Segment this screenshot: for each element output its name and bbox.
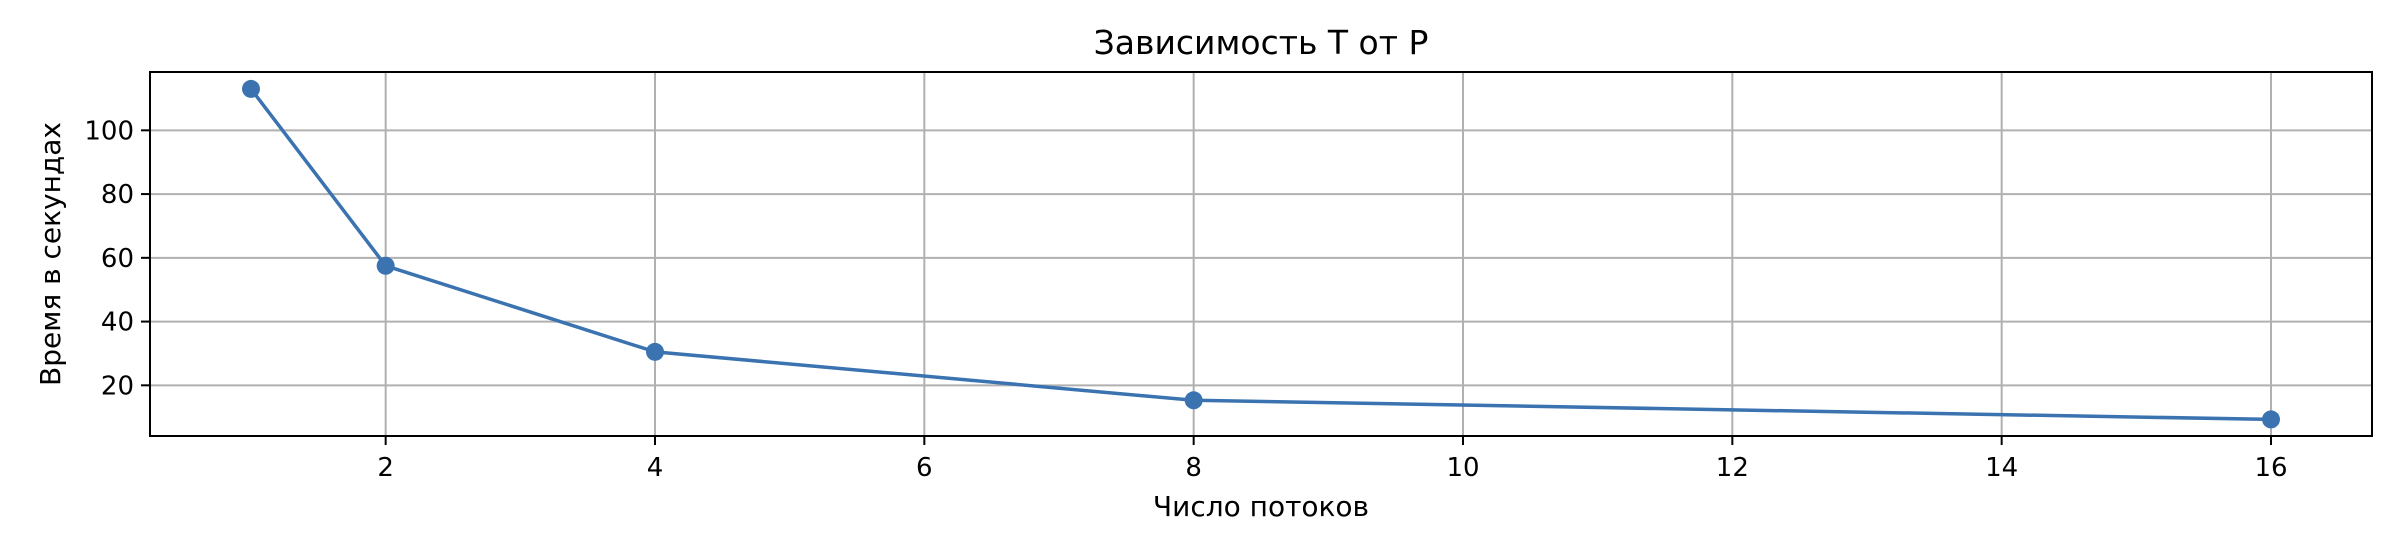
- x-tick-label: 4: [647, 453, 664, 483]
- grid: [150, 72, 2372, 436]
- x-tick-label: 12: [1716, 453, 1749, 483]
- chart-title: Зависимость T от P: [1094, 23, 1429, 62]
- x-tick-label: 6: [916, 453, 933, 483]
- x-tick-label: 10: [1446, 453, 1479, 483]
- y-tick-label: 40: [101, 308, 134, 338]
- data-point: [646, 342, 664, 361]
- x-axis-label: Число потоков: [1153, 490, 1369, 523]
- y-axis-label: Время в секундах: [34, 122, 67, 386]
- data-point: [376, 256, 395, 275]
- data-point: [1184, 391, 1203, 410]
- plot-frame: [149, 71, 2373, 437]
- x-tick-label: 8: [1185, 453, 1202, 483]
- y-tick-label: 80: [101, 180, 134, 210]
- x-tick-label: 2: [377, 453, 394, 483]
- x-axis: 2 4 6 8 10 12 14 16: [377, 436, 2288, 483]
- y-tick-label: 20: [101, 371, 134, 401]
- y-tick-label: 100: [84, 116, 134, 146]
- y-tick-label: 60: [101, 244, 134, 274]
- data-point: [242, 79, 260, 98]
- x-tick-label: 14: [1985, 453, 2018, 483]
- y-axis: 20 40 60 80 100: [84, 116, 150, 401]
- series-layer: [242, 79, 2280, 429]
- x-tick-label: 16: [2254, 453, 2287, 483]
- data-point: [2262, 410, 2280, 429]
